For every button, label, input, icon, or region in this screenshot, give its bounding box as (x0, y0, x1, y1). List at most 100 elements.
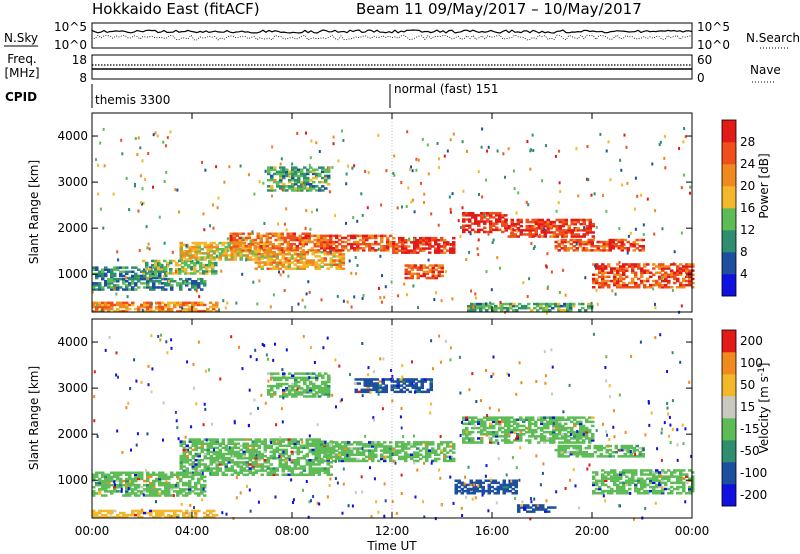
echo-cell (452, 251, 456, 254)
echo-cell (179, 250, 183, 253)
echo-cell (374, 236, 378, 240)
echo-cell (385, 169, 388, 173)
echo-cell (416, 441, 420, 444)
echo-cell (273, 376, 277, 380)
echo-cell (504, 437, 508, 440)
echo-cell (528, 220, 532, 224)
echo-cell (194, 241, 198, 245)
echo-cell (407, 245, 411, 248)
echo-cell (290, 440, 294, 443)
echo-cell (329, 473, 333, 476)
echo-cell (546, 422, 550, 426)
echo-cell (235, 240, 239, 244)
echo-cell (227, 469, 231, 472)
echo-cell (401, 239, 405, 242)
echo-cell (632, 242, 636, 246)
echo-cell (431, 270, 435, 273)
echo-cell (448, 195, 451, 199)
echo-cell (188, 479, 192, 483)
echo-cell (584, 249, 588, 252)
echo-cell (396, 378, 400, 381)
echo-cell (302, 257, 306, 260)
echo-cell (254, 471, 258, 474)
echo-cell (685, 267, 689, 270)
echo-cell (483, 422, 487, 426)
echo-cell (509, 304, 513, 308)
echo-cell (396, 386, 400, 389)
echo-cell (119, 274, 123, 278)
echo-cell (182, 254, 186, 257)
echo-cell (383, 295, 386, 299)
echo-cell (486, 214, 490, 217)
echo-cell (634, 265, 638, 268)
echo-cell (421, 137, 424, 141)
echo-cell (146, 479, 150, 483)
echo-cell (335, 236, 339, 240)
echo-cell (543, 227, 546, 231)
echo-cell (591, 416, 595, 419)
echo-cell (215, 457, 219, 460)
echo-cell (206, 446, 210, 450)
echo-cell (492, 418, 496, 421)
echo-cell (576, 433, 580, 436)
echo-cell (434, 264, 438, 267)
echo-cell (98, 282, 102, 285)
echo-cell (254, 442, 258, 445)
echo-cell (203, 457, 207, 460)
echo-cell (572, 249, 576, 252)
echo-cell (215, 446, 219, 450)
echo-cell (317, 445, 321, 448)
echo-cell (179, 256, 183, 259)
echo-cell (167, 303, 171, 307)
echo-cell (335, 457, 339, 461)
echo-cell (167, 477, 171, 481)
echo-cell (516, 435, 520, 438)
echo-cell (566, 304, 570, 308)
echo-cell (158, 272, 162, 276)
echo-cell (323, 471, 327, 474)
echo-cell (202, 212, 205, 216)
nsky-line (91, 29, 693, 34)
echo-cell (504, 226, 508, 229)
echo-cell (134, 492, 138, 495)
echo-cell (428, 453, 432, 456)
echo-cell (383, 441, 387, 444)
echo-cell (122, 479, 126, 483)
echo-cell (220, 250, 223, 254)
echo-cell (218, 254, 222, 257)
echo-cell (104, 305, 108, 309)
echo-cell (253, 247, 257, 250)
echo-cell (211, 261, 215, 265)
echo-cell (473, 302, 477, 306)
echo-cell (686, 275, 688, 278)
echo-cell (221, 473, 225, 476)
echo-cell (405, 205, 408, 208)
echo-cell (548, 304, 552, 308)
echo-cell (528, 420, 532, 424)
echo-cell (347, 234, 351, 238)
echo-cell (203, 463, 207, 466)
echo-cell (572, 238, 576, 242)
echo-cell (403, 282, 406, 286)
echo-cell (498, 220, 502, 223)
echo-cell (227, 254, 231, 257)
echo-cell (620, 168, 623, 172)
echo-cell (408, 382, 412, 385)
echo-cell (356, 441, 360, 444)
echo-cell (314, 442, 318, 445)
echo-cell (284, 450, 288, 454)
echo-cell (272, 450, 276, 454)
echo-cell (637, 267, 641, 270)
echo-cell (182, 469, 186, 472)
echo-cell (242, 467, 246, 470)
echo-cell (122, 277, 126, 281)
echo-cell (489, 228, 493, 232)
echo-cell (233, 450, 237, 454)
echo-cell (303, 172, 307, 176)
echo-cell (531, 229, 535, 232)
echo-cell (573, 422, 577, 426)
echo-cell (149, 511, 153, 515)
echo-cell (555, 422, 559, 426)
echo-cell (119, 471, 123, 474)
echo-cell (487, 145, 490, 149)
